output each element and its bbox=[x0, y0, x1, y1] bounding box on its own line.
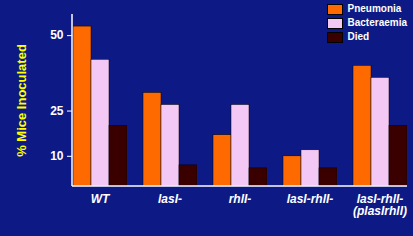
svg-text:WT: WT bbox=[91, 192, 111, 206]
svg-text:lasI-rhlI-(plasIrhlI): lasI-rhlI-(plasIrhlI) bbox=[353, 192, 407, 218]
svg-text:% Mice Inoculated: % Mice Inoculated bbox=[14, 44, 29, 157]
svg-text:50: 50 bbox=[50, 28, 64, 42]
svg-text:rhlI-: rhlI- bbox=[229, 192, 252, 206]
html-text:Died: Died bbox=[347, 31, 370, 42]
svg-text:10: 10 bbox=[50, 149, 64, 163]
html-text:Pneumonia: Pneumonia bbox=[347, 3, 402, 14]
svg-text:25: 25 bbox=[50, 104, 64, 118]
svg-text:lasI-rhlI-: lasI-rhlI- bbox=[287, 192, 334, 206]
svg-text:lasI-: lasI- bbox=[158, 192, 182, 206]
html-text:Bacteraemia: Bacteraemia bbox=[347, 17, 407, 28]
